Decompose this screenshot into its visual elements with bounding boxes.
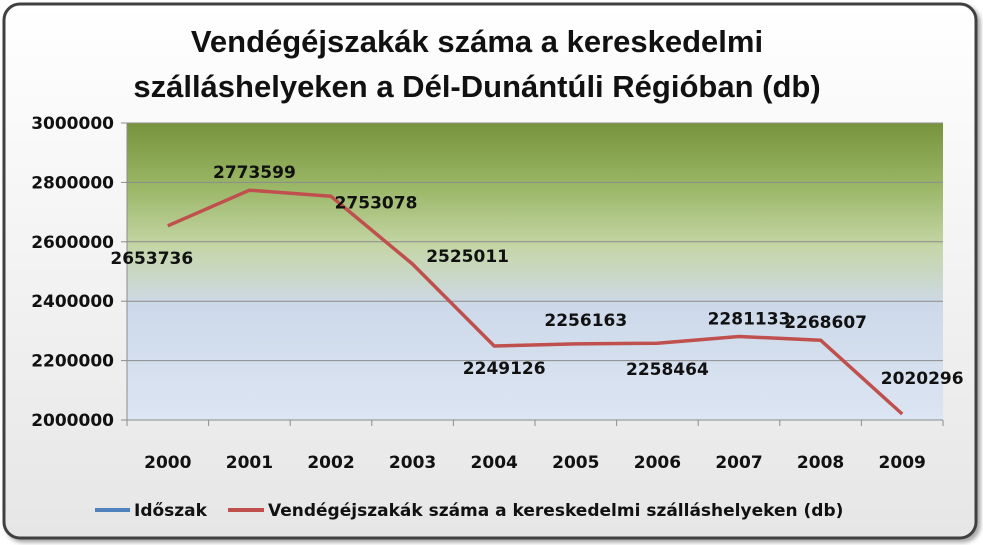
data-label: 2525011 (426, 247, 509, 267)
chart-title-line-2: szálláshelyeken a Dél-Dunántúli Régióban… (133, 69, 820, 104)
legend-label-vendegejszakak: Vendégéjszakák száma a kereskedelmi szál… (268, 501, 843, 521)
y-tick-label: 2400000 (31, 292, 114, 312)
y-tick-label: 2200000 (31, 352, 114, 372)
chart-title-line-1: Vendégéjszakák száma a kereskedelmi (191, 24, 763, 59)
y-tick-label: 2000000 (31, 411, 114, 431)
x-tick-label: 2006 (634, 453, 681, 473)
x-axis: 2000 2001 2002 2003 2004 2005 2006 2007 2008 2009 (126, 419, 944, 473)
data-label: 2020296 (881, 369, 964, 389)
series-line (167, 188, 904, 416)
data-label: 2249126 (463, 359, 546, 379)
legend-label-idoszak: Időszak (134, 501, 208, 521)
data-label: 2258464 (626, 360, 709, 380)
legend: Időszak Vendégéjszakák száma a kereskede… (95, 501, 843, 521)
y-axis: 2000000 2200000 2400000 2600000 2800000 30000… (31, 114, 128, 431)
data-label: 2653736 (110, 249, 193, 269)
x-tick-label: 2007 (715, 453, 762, 473)
y-tick-label: 3000000 (31, 114, 114, 134)
data-label: 2256163 (544, 311, 627, 331)
x-tick-label: 2001 (226, 453, 273, 473)
x-tick-label: 2005 (552, 453, 599, 473)
x-tick-label: 2000 (144, 453, 191, 473)
y-tick-label: 2600000 (31, 233, 114, 253)
series-lines (167, 188, 904, 416)
y-tick-label: 2800000 (31, 173, 114, 193)
data-label: 2281133 (708, 310, 791, 330)
data-labels: 2653736 2773599 2753078 2525011 2249126 22561… (110, 163, 963, 389)
data-label: 2268607 (784, 313, 867, 333)
x-tick-label: 2003 (389, 453, 436, 473)
x-tick-label: 2008 (797, 453, 844, 473)
x-tick-label: 2002 (307, 453, 354, 473)
x-tick-label: 2004 (471, 453, 518, 473)
data-label: 2753078 (335, 193, 418, 213)
data-label: 2773599 (213, 163, 296, 183)
x-tick-label: 2009 (879, 453, 926, 473)
plot-area (127, 123, 943, 420)
